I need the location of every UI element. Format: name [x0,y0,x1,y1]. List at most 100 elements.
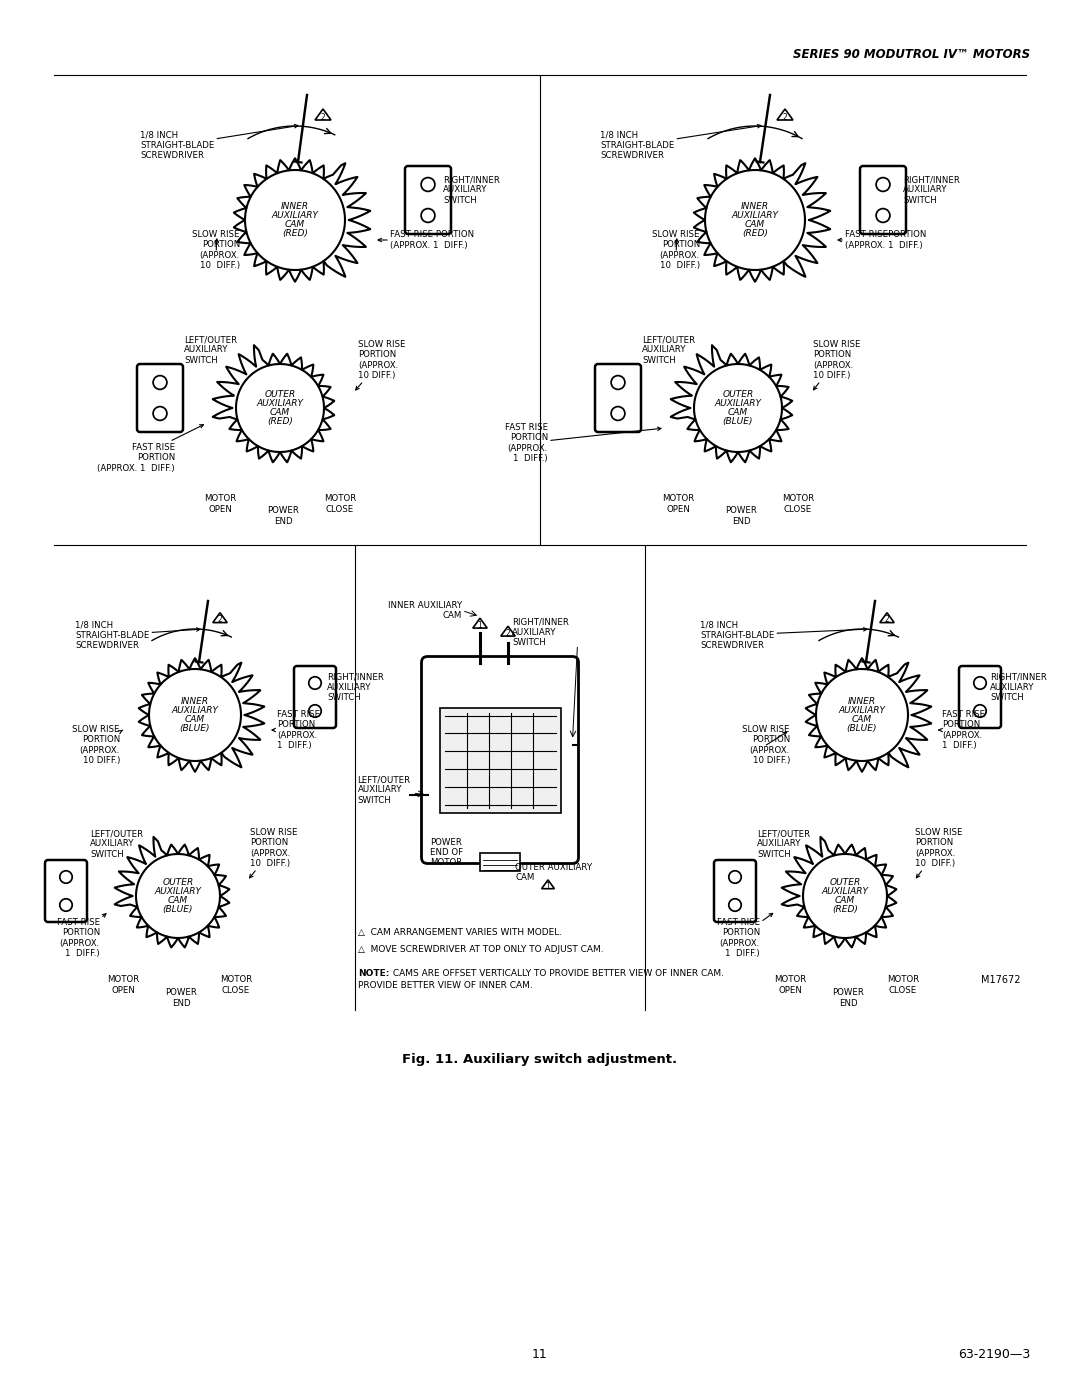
Text: SLOW RISE
PORTION
(APPROX.
10 DIFF.): SLOW RISE PORTION (APPROX. 10 DIFF.) [743,725,789,766]
Text: INNER: INNER [848,697,876,705]
Text: 1/8 INCH
STRAIGHT-BLADE
SCREWDRIVER: 1/8 INCH STRAIGHT-BLADE SCREWDRIVER [140,124,298,159]
Text: FAST RISE
PORTION
(APPROX.
1  DIFF.): FAST RISE PORTION (APPROX. 1 DIFF.) [717,914,772,958]
FancyBboxPatch shape [959,666,1001,728]
Text: OUTER: OUTER [829,877,861,887]
FancyBboxPatch shape [860,166,906,235]
Text: (BLUE): (BLUE) [163,905,193,914]
Text: Fig. 11. Auxiliary switch adjustment.: Fig. 11. Auxiliary switch adjustment. [403,1053,677,1066]
Text: FAST RISEPORTION
(APPROX. 1  DIFF.): FAST RISEPORTION (APPROX. 1 DIFF.) [838,231,927,250]
Text: OUTER: OUTER [723,390,754,400]
Text: SLOW RISE
PORTION
(APPROX.
10 DIFF.): SLOW RISE PORTION (APPROX. 10 DIFF.) [72,725,123,766]
Text: OUTER: OUTER [265,390,296,400]
Text: FAST RISE
PORTION
(APPROX.
1  DIFF.): FAST RISE PORTION (APPROX. 1 DIFF.) [939,710,985,750]
Text: CAM: CAM [270,408,291,416]
Text: CAM: CAM [852,715,872,724]
Text: SERIES 90 MODUTROL IV™ MOTORS: SERIES 90 MODUTROL IV™ MOTORS [793,49,1030,61]
Text: POWER
END OF
MOTOR: POWER END OF MOTOR [431,838,463,868]
Text: NOTE:: NOTE: [357,970,390,978]
Text: POWER
END: POWER END [267,506,299,525]
Text: AUXILIARY: AUXILIARY [154,887,202,895]
Text: INNER: INNER [741,203,769,211]
Text: 1/8 INCH
STRAIGHT-BLADE
SCREWDRIVER: 1/8 INCH STRAIGHT-BLADE SCREWDRIVER [75,620,200,650]
Text: FAST RISE
PORTION
(APPROX. 1  DIFF.): FAST RISE PORTION (APPROX. 1 DIFF.) [97,425,203,474]
Text: RIGHT/INNER
AUXILIARY
SWITCH: RIGHT/INNER AUXILIARY SWITCH [443,175,500,205]
FancyBboxPatch shape [595,365,642,432]
Text: 2: 2 [218,616,222,624]
Text: INNER: INNER [181,697,210,705]
Text: (RED): (RED) [832,905,858,914]
Text: LEFT/OUTER
AUXILIARY
SWITCH: LEFT/OUTER AUXILIARY SWITCH [184,335,238,365]
FancyBboxPatch shape [137,365,183,432]
Text: (RED): (RED) [267,416,293,426]
Text: 1: 1 [545,882,551,891]
Text: MOTOR
OPEN: MOTOR OPEN [204,495,237,514]
Text: CAM: CAM [285,219,305,229]
Text: CAM: CAM [185,715,205,724]
FancyBboxPatch shape [405,166,451,235]
Text: (RED): (RED) [742,229,768,237]
Text: M17672: M17672 [981,975,1020,985]
Text: 11: 11 [532,1348,548,1362]
Text: 1/8 INCH
STRAIGHT-BLADE
SCREWDRIVER: 1/8 INCH STRAIGHT-BLADE SCREWDRIVER [700,620,867,650]
Text: LEFT/OUTER
AUXILIARY
SWITCH: LEFT/OUTER AUXILIARY SWITCH [642,335,696,365]
Bar [440,707,561,813]
Text: (BLUE): (BLUE) [179,724,211,733]
Text: LEFT/OUTER
AUXILIARY
SWITCH: LEFT/OUTER AUXILIARY SWITCH [757,828,810,859]
Text: AUXILIARY: AUXILIARY [172,705,218,715]
Text: POWER
END: POWER END [832,988,864,1007]
Text: 2: 2 [885,616,889,624]
Text: AUXILIARY: AUXILIARY [257,400,303,408]
Text: CAM: CAM [167,895,188,905]
Text: INNER: INNER [281,203,309,211]
Text: CAMS ARE OFFSET VERTICALLY TO PROVIDE BETTER VIEW OF INNER CAM.: CAMS ARE OFFSET VERTICALLY TO PROVIDE BE… [390,970,724,978]
Text: POWER
END: POWER END [725,506,757,525]
Text: 2: 2 [783,113,787,122]
Text: (BLUE): (BLUE) [723,416,753,426]
Text: SLOW RISE
PORTION
(APPROX.
10  DIFF.): SLOW RISE PORTION (APPROX. 10 DIFF.) [192,231,240,270]
Text: △  CAM ARRANGEMENT VARIES WITH MODEL.: △ CAM ARRANGEMENT VARIES WITH MODEL. [357,928,562,936]
Text: CAM: CAM [745,219,765,229]
Text: RIGHT/INNER
AUXILIARY
SWITCH: RIGHT/INNER AUXILIARY SWITCH [903,175,960,205]
FancyBboxPatch shape [45,861,87,922]
Text: (RED): (RED) [282,229,308,237]
Text: 63-2190—3: 63-2190—3 [958,1348,1030,1362]
Text: (BLUE): (BLUE) [847,724,877,733]
Text: LEFT/OUTER
AUXILIARY
SWITCH: LEFT/OUTER AUXILIARY SWITCH [357,775,410,805]
Text: OUTER: OUTER [162,877,193,887]
Text: MOTOR
OPEN: MOTOR OPEN [107,975,139,995]
Text: SLOW RISE
PORTION
(APPROX.
10 DIFF.): SLOW RISE PORTION (APPROX. 10 DIFF.) [355,339,405,390]
Text: MOTOR
CLOSE: MOTOR CLOSE [887,975,919,995]
Text: 1: 1 [477,620,483,630]
Text: MOTOR
OPEN: MOTOR OPEN [774,975,806,995]
Bar [480,852,519,870]
Text: RIGHT/INNER
AUXILIARY
SWITCH: RIGHT/INNER AUXILIARY SWITCH [512,617,569,647]
Text: LEFT/OUTER
AUXILIARY
SWITCH: LEFT/OUTER AUXILIARY SWITCH [90,828,144,859]
Text: CAM: CAM [728,408,748,416]
Text: FAST RISE PORTION
(APPROX. 1  DIFF.): FAST RISE PORTION (APPROX. 1 DIFF.) [378,231,474,250]
Text: AUXILIARY: AUXILIARY [715,400,761,408]
Text: SLOW RISE
PORTION
(APPROX.
10  DIFF.): SLOW RISE PORTION (APPROX. 10 DIFF.) [652,231,700,270]
Text: 2: 2 [321,113,325,122]
FancyBboxPatch shape [294,666,336,728]
Text: MOTOR
OPEN: MOTOR OPEN [662,495,694,514]
Text: SLOW RISE
PORTION
(APPROX.
10  DIFF.): SLOW RISE PORTION (APPROX. 10 DIFF.) [915,828,962,877]
Text: 2: 2 [505,629,511,638]
Text: FAST RISE
PORTION
(APPROX.
1  DIFF.): FAST RISE PORTION (APPROX. 1 DIFF.) [272,710,320,750]
Text: CAM: CAM [835,895,855,905]
Text: AUXILIARY: AUXILIARY [838,705,886,715]
Text: SLOW RISE
PORTION
(APPROX.
10  DIFF.): SLOW RISE PORTION (APPROX. 10 DIFF.) [249,828,297,877]
Text: FAST RISE
PORTION
(APPROX.
1  DIFF.): FAST RISE PORTION (APPROX. 1 DIFF.) [504,423,661,462]
Text: SLOW RISE
PORTION
(APPROX.
10 DIFF.): SLOW RISE PORTION (APPROX. 10 DIFF.) [813,339,861,390]
Text: AUXILIARY: AUXILIARY [731,211,779,219]
Text: RIGHT/INNER
AUXILIARY
SWITCH: RIGHT/INNER AUXILIARY SWITCH [990,672,1047,701]
Text: INNER AUXILIARY
CAM: INNER AUXILIARY CAM [388,601,462,620]
Text: FAST RISE
PORTION
(APPROX.
1  DIFF.): FAST RISE PORTION (APPROX. 1 DIFF.) [57,914,106,958]
Text: AUXILIARY: AUXILIARY [822,887,868,895]
Text: △  MOVE SCREWDRIVER AT TOP ONLY TO ADJUST CAM.: △ MOVE SCREWDRIVER AT TOP ONLY TO ADJUST… [357,946,604,954]
Text: MOTOR
CLOSE: MOTOR CLOSE [220,975,252,995]
Text: 1/8 INCH
STRAIGHT-BLADE
SCREWDRIVER: 1/8 INCH STRAIGHT-BLADE SCREWDRIVER [600,124,761,159]
Text: AUXILIARY: AUXILIARY [271,211,319,219]
Text: RIGHT/INNER
AUXILIARY
SWITCH: RIGHT/INNER AUXILIARY SWITCH [327,672,383,701]
Text: MOTOR
CLOSE: MOTOR CLOSE [324,495,356,514]
Text: POWER
END: POWER END [165,988,197,1007]
